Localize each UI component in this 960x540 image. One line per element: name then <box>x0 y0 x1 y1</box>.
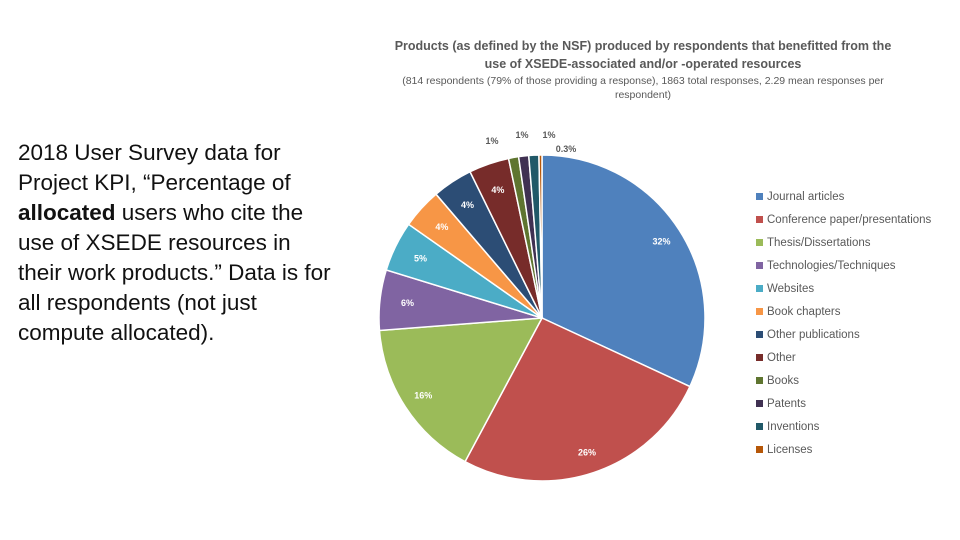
legend-item-0: Journal articles <box>756 185 931 208</box>
legend-label-5: Book chapters <box>767 305 841 318</box>
legend-item-3: Technologies/Techniques <box>756 254 931 277</box>
legend-item-1: Conference paper/presentations <box>756 208 931 231</box>
legend-swatch-6 <box>756 331 763 338</box>
legend-item-9: Patents <box>756 392 931 415</box>
legend-label-10: Inventions <box>767 420 820 433</box>
pie-label-3: 6% <box>401 298 414 308</box>
pie-label-8: 1% <box>485 136 498 146</box>
pie-label-2: 16% <box>414 390 432 400</box>
pie-slice-1 <box>464 317 691 482</box>
legend-label-7: Other <box>767 351 796 364</box>
legend-label-3: Technologies/Techniques <box>767 259 896 272</box>
legend-label-2: Thesis/Dissertations <box>767 236 871 249</box>
pie-label-4: 5% <box>414 253 427 263</box>
legend-item-7: Other <box>756 346 931 369</box>
legend-label-8: Books <box>767 374 799 387</box>
legend-label-11: Licenses <box>767 443 813 456</box>
legend-item-10: Inventions <box>756 415 931 438</box>
legend-swatch-3 <box>756 262 763 269</box>
pie-label-0: 32% <box>652 237 670 247</box>
legend-swatch-4 <box>756 285 763 292</box>
legend-swatch-1 <box>756 216 763 223</box>
chart-legend: Journal articles Conference paper/present… <box>756 185 931 461</box>
pie-slice-2 <box>378 317 544 463</box>
slide-text-part1: 2018 User Survey data for Project KPI, “… <box>18 140 291 195</box>
pie-slice-11 <box>538 154 543 319</box>
pie-label-1: 26% <box>578 447 596 457</box>
legend-swatch-10 <box>756 423 763 430</box>
chart-title: Products (as defined by the NSF) produce… <box>394 39 892 71</box>
legend-swatch-0 <box>756 193 763 200</box>
legend-swatch-5 <box>756 308 763 315</box>
legend-swatch-2 <box>756 239 763 246</box>
legend-item-8: Books <box>756 369 931 392</box>
pie-label-9: 1% <box>515 130 528 140</box>
legend-item-4: Websites <box>756 277 931 300</box>
legend-item-6: Other publications <box>756 323 931 346</box>
slide-body-text: 2018 User Survey data for Project KPI, “… <box>18 138 338 348</box>
legend-label-0: Journal articles <box>767 190 845 203</box>
legend-item-2: Thesis/Dissertations <box>756 231 931 254</box>
pie-label-10: 1% <box>542 130 555 140</box>
pie-label-7: 4% <box>491 185 504 195</box>
legend-label-9: Patents <box>767 397 806 410</box>
slide-text-part2: users who cite the use of XSEDE resource… <box>18 200 331 345</box>
legend-swatch-7 <box>756 354 763 361</box>
legend-swatch-9 <box>756 400 763 407</box>
pie-label-6: 4% <box>461 200 474 210</box>
legend-label-6: Other publications <box>767 328 860 341</box>
slide-text-bold: allocated <box>18 200 116 225</box>
chart-subtitle: (814 respondents (79% of those providing… <box>402 75 884 101</box>
pie-label-11: 0.3% <box>556 144 577 154</box>
legend-label-1: Conference paper/presentations <box>767 213 932 226</box>
legend-item-11: Licenses <box>756 438 931 461</box>
pie-label-5: 4% <box>435 222 448 232</box>
legend-swatch-11 <box>756 446 763 453</box>
legend-swatch-8 <box>756 377 763 384</box>
pie-slice-0 <box>541 154 706 388</box>
legend-label-4: Websites <box>767 282 815 295</box>
legend-item-5: Book chapters <box>756 300 931 323</box>
